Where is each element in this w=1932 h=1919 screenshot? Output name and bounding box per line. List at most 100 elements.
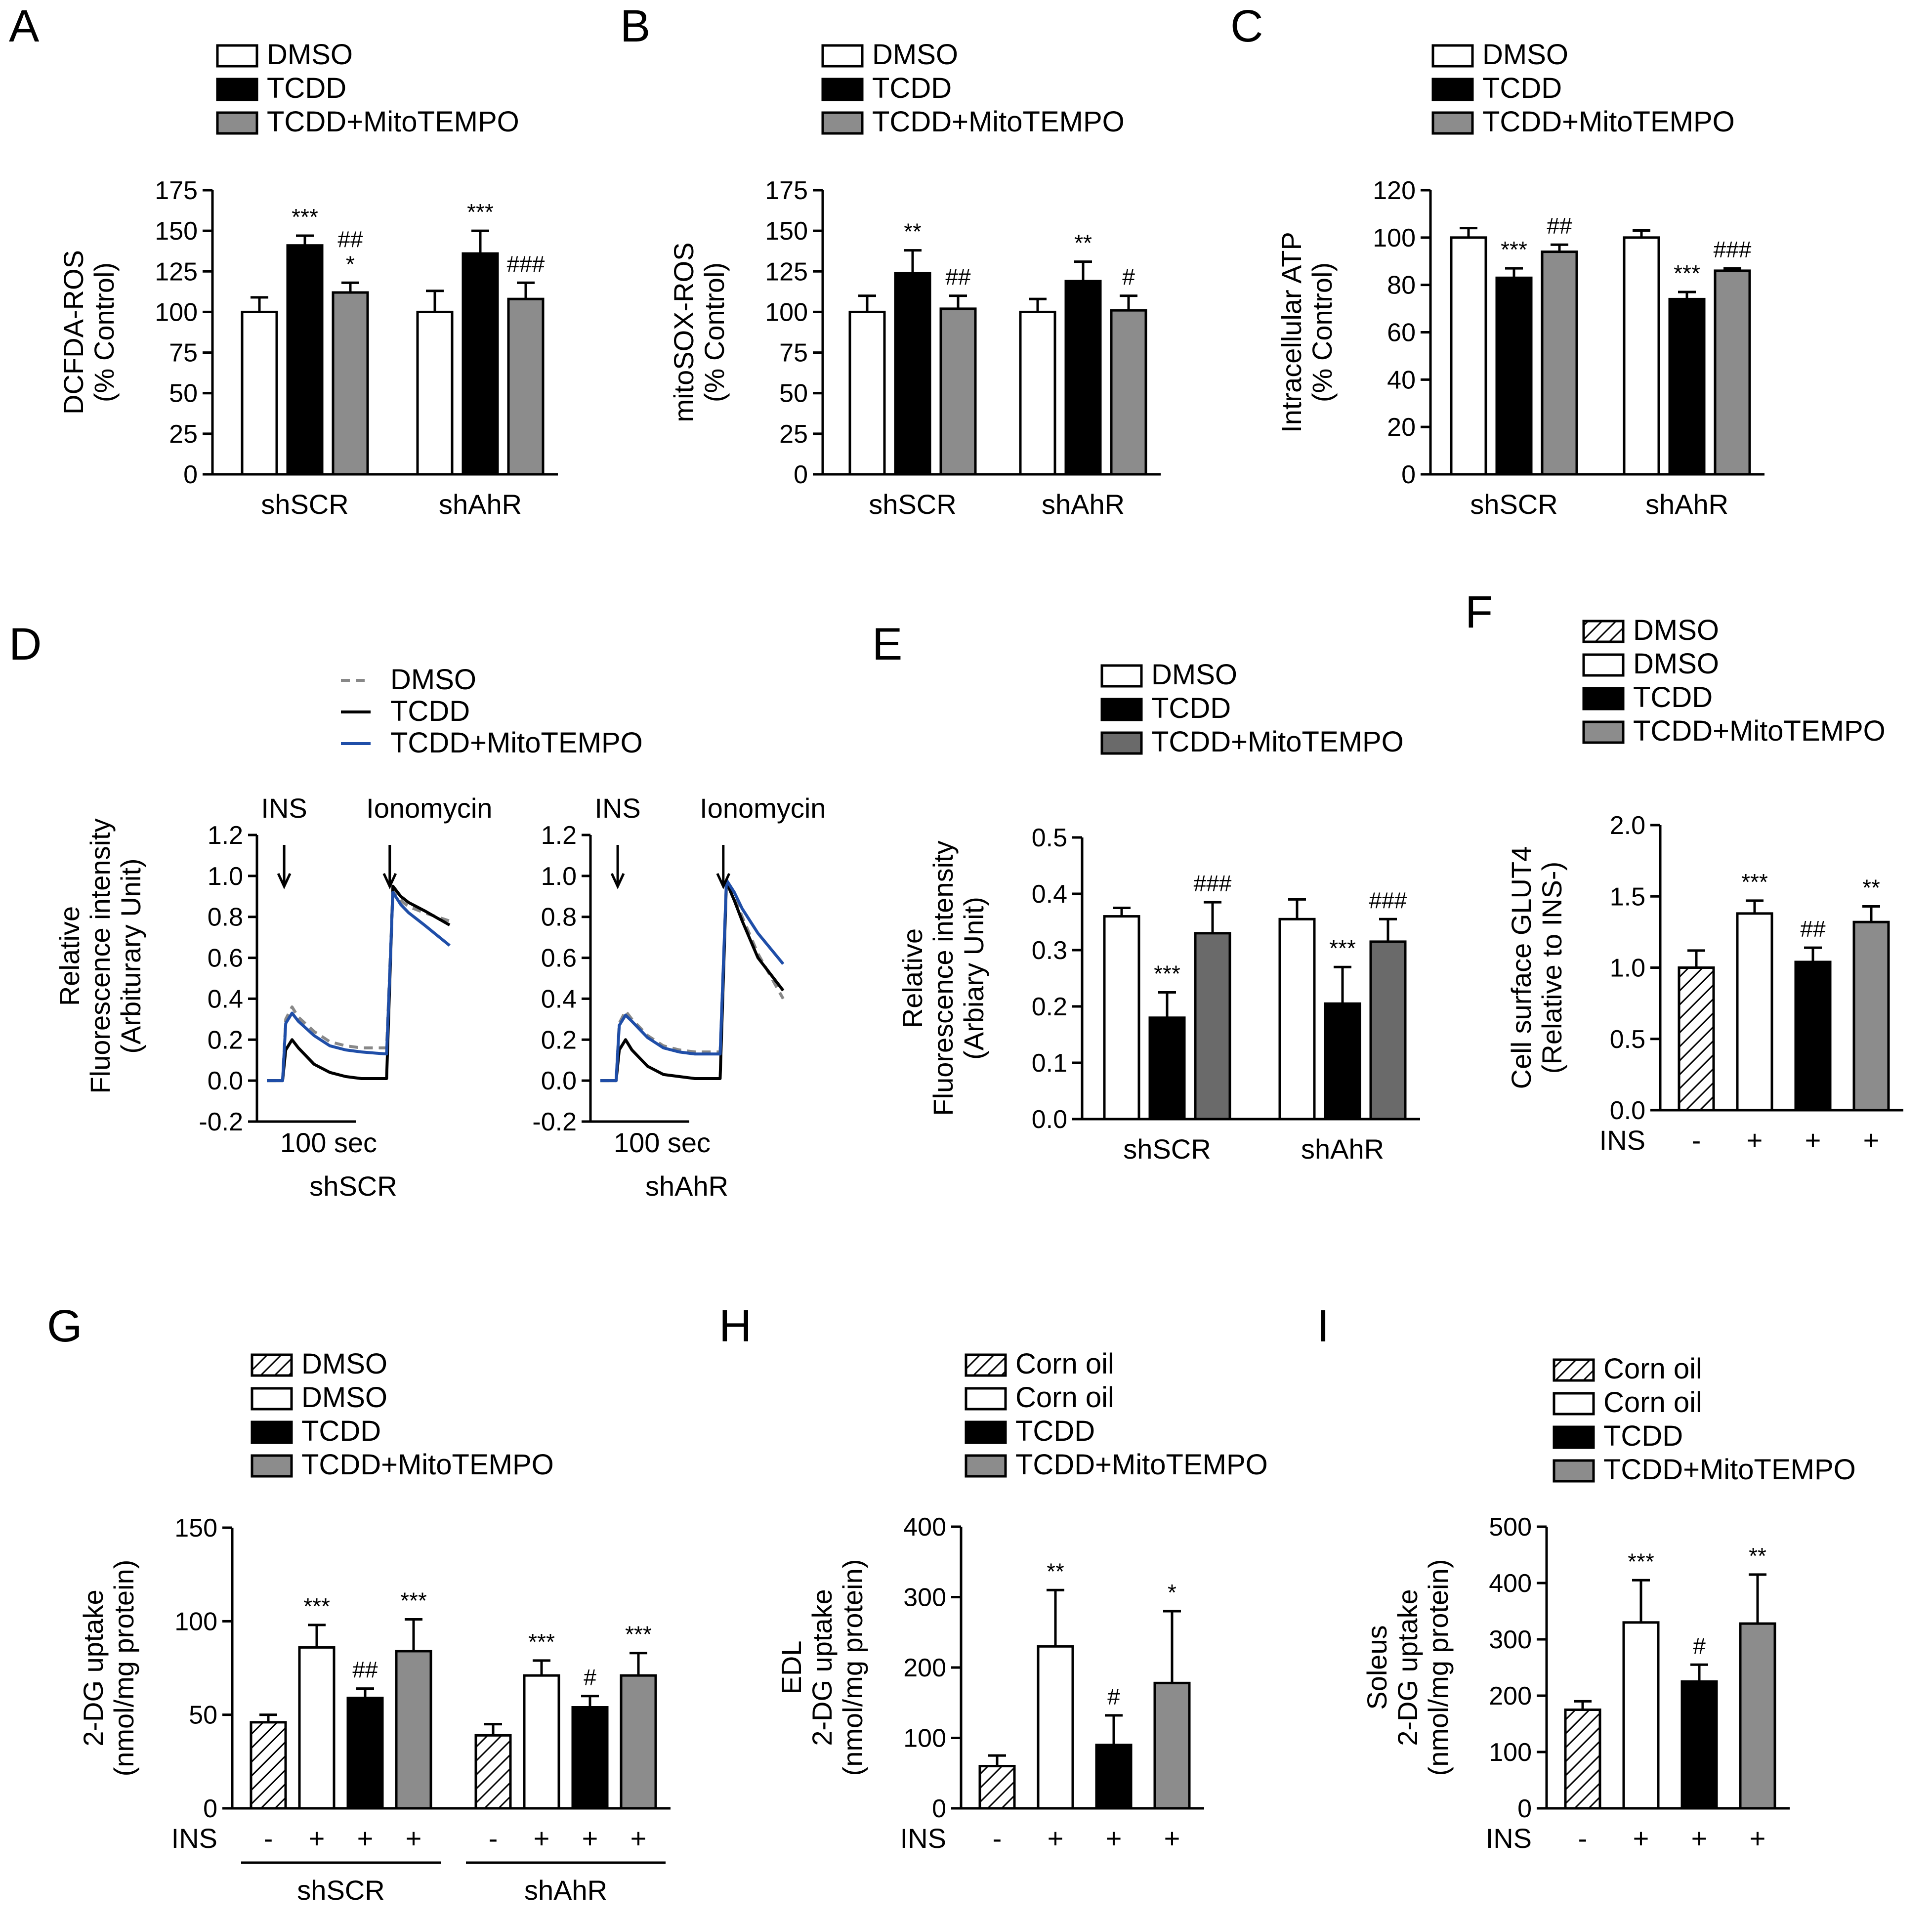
significance-mark: ** bbox=[1074, 230, 1092, 256]
y-tick-label: 0.6 bbox=[541, 944, 577, 973]
legend-swatch-3 bbox=[1553, 1459, 1595, 1483]
y-axis-label: DCFDA-ROS bbox=[58, 250, 89, 415]
y-tick-label: 75 bbox=[169, 339, 198, 368]
bar-shAhR-1 bbox=[462, 252, 499, 476]
y-tick-label: 50 bbox=[169, 379, 198, 408]
group-label: shAhR bbox=[439, 489, 522, 520]
panel-label: A bbox=[9, 1, 40, 51]
legend-label: DMSO bbox=[267, 39, 353, 71]
ins-marker: + bbox=[1863, 1125, 1880, 1156]
significance-mark: ** bbox=[1047, 1558, 1064, 1584]
legend-label: TCDD+MitoTEMPO bbox=[267, 106, 519, 138]
panel-label: D bbox=[9, 619, 42, 669]
panel-label: B bbox=[620, 1, 650, 51]
y-tick-label: 175 bbox=[155, 176, 198, 205]
ins-marker: + bbox=[357, 1823, 374, 1854]
bar-shSCR-2 bbox=[346, 1697, 384, 1810]
legend-swatch-2 bbox=[251, 1420, 293, 1444]
ins-marker: + bbox=[1164, 1823, 1180, 1854]
significance-mark: ## bbox=[945, 264, 971, 290]
bar-shAhR-2 bbox=[1714, 269, 1751, 476]
trace-dmso bbox=[600, 880, 785, 1083]
y-tick-label: 400 bbox=[903, 1513, 946, 1542]
ins-marker: - bbox=[264, 1823, 273, 1854]
y-tick-label: 400 bbox=[1489, 1569, 1532, 1598]
y-tick-label: 500 bbox=[1489, 1513, 1532, 1542]
bar-shSCR-0 bbox=[848, 310, 886, 476]
significance-mark: # bbox=[584, 1665, 596, 1690]
legend-label: TCDD bbox=[1603, 1420, 1683, 1452]
y-axis-label: (nmol/mg protein) bbox=[108, 1560, 139, 1777]
y-tick-label: 80 bbox=[1387, 271, 1416, 300]
y-tick-label: 150 bbox=[765, 217, 808, 246]
significance-mark: ** bbox=[904, 219, 922, 245]
y-tick-label: 120 bbox=[1373, 176, 1416, 205]
ins-marker: + bbox=[582, 1823, 598, 1854]
y-tick-label: 0.4 bbox=[208, 985, 243, 1013]
group-label: shSCR bbox=[1123, 1133, 1211, 1165]
significance-mark: *** bbox=[400, 1588, 427, 1614]
y-tick-label: 1.0 bbox=[541, 862, 577, 891]
significance-mark: ## bbox=[337, 226, 363, 252]
bar--1 bbox=[1622, 1621, 1660, 1810]
y-axis-label: Fluorescence intensity bbox=[927, 840, 959, 1116]
ins-marker: - bbox=[489, 1823, 498, 1854]
ins-marker: + bbox=[1633, 1823, 1649, 1854]
y-tick-label: -0.2 bbox=[199, 1108, 243, 1136]
y-tick-label: 100 bbox=[1373, 224, 1416, 252]
group-label: shAhR bbox=[1042, 489, 1125, 520]
ins-label: INS bbox=[1599, 1125, 1645, 1156]
ins-marker: + bbox=[406, 1823, 422, 1854]
bar-shAhR-1 bbox=[1324, 1002, 1361, 1121]
ins-marker: - bbox=[1578, 1823, 1588, 1854]
panel-label: I bbox=[1317, 1301, 1330, 1351]
legend-swatch-0 bbox=[821, 44, 864, 68]
legend-label: TCDD bbox=[1482, 72, 1562, 104]
y-tick-label: 0 bbox=[794, 460, 808, 489]
legend-swatch-3 bbox=[1582, 720, 1625, 744]
bar-shSCR-2 bbox=[332, 291, 369, 476]
y-tick-label: 1.2 bbox=[208, 821, 243, 850]
bar--2 bbox=[1095, 1744, 1133, 1810]
legend-label: TCDD+MitoTEMPO bbox=[1015, 1449, 1268, 1481]
y-tick-label: 100 bbox=[155, 298, 198, 327]
y-tick-label: 125 bbox=[765, 257, 808, 286]
legend-swatch-3 bbox=[965, 1454, 1007, 1478]
trace-mito bbox=[600, 878, 785, 1083]
y-tick-label: 0.2 bbox=[1032, 993, 1067, 1021]
y-tick-label: 50 bbox=[779, 379, 808, 408]
legend-swatch-1 bbox=[251, 1387, 293, 1411]
y-axis-label: Relative bbox=[54, 906, 85, 1006]
panel-F: F DMSODMSOTCDDTCDD+MitoTEMPO0.00.51.01.52… bbox=[1465, 587, 1903, 1156]
legend-swatch-2 bbox=[1553, 1425, 1595, 1449]
y-tick-label: 1.0 bbox=[1610, 954, 1645, 983]
subplot-shAhR: -0.2 0.0 0.2 0.4 0.6 0.8 1.0 1.2 100 sec shAhR INS… bbox=[532, 793, 826, 1202]
bar--1 bbox=[1736, 912, 1773, 1112]
bar-shAhR-0 bbox=[474, 1734, 512, 1810]
bar--3 bbox=[1852, 920, 1890, 1112]
ins-marker: + bbox=[1805, 1125, 1821, 1156]
legend-label: TCDD+MitoTEMPO bbox=[1633, 715, 1886, 747]
group-label: shSCR bbox=[297, 1875, 384, 1906]
arrow-head bbox=[610, 873, 625, 889]
significance-mark: * bbox=[1168, 1580, 1176, 1605]
y-tick-label: 200 bbox=[903, 1654, 946, 1682]
bar-shAhR-2 bbox=[1110, 309, 1147, 476]
bar-shSCR-2 bbox=[939, 307, 977, 476]
significance-mark: ## bbox=[1547, 213, 1572, 239]
significance-mark: *** bbox=[1329, 935, 1356, 961]
y-axis-label: (% Control) bbox=[88, 262, 120, 402]
subplot-label: shSCR bbox=[309, 1170, 397, 1202]
y-axis-label: Intracellular ATP bbox=[1276, 232, 1307, 433]
ins-marker: + bbox=[1048, 1823, 1064, 1854]
bar-shAhR-2 bbox=[507, 297, 545, 476]
significance-mark: *** bbox=[1741, 869, 1768, 895]
subplot-label: shAhR bbox=[645, 1170, 728, 1202]
legend-label: TCDD bbox=[1015, 1415, 1095, 1447]
y-tick-label: 0.0 bbox=[1032, 1105, 1067, 1134]
bar--3 bbox=[1153, 1681, 1191, 1810]
significance-mark: # bbox=[1122, 264, 1135, 290]
